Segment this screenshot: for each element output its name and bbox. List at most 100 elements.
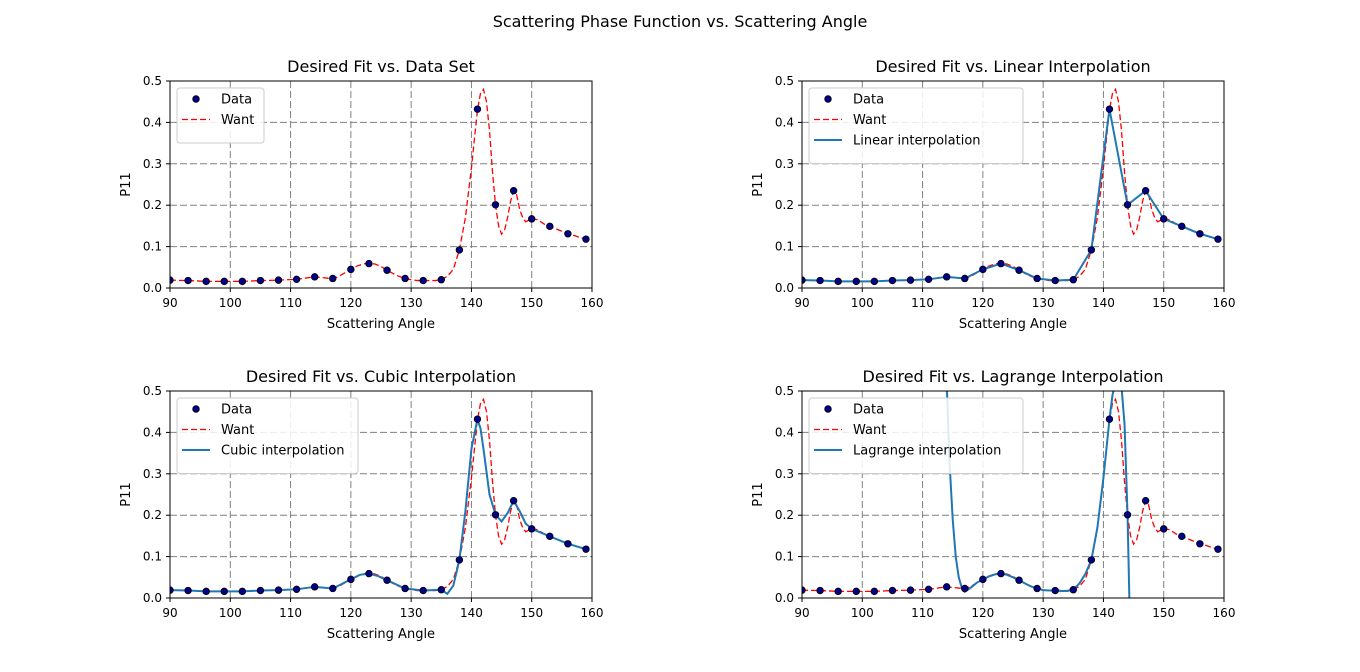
data-point [292, 275, 301, 284]
y-tick-label: 0.3 [775, 157, 794, 171]
legend: Data Want Cubic interpolation [176, 397, 359, 474]
data-point [220, 277, 228, 286]
data-point [924, 585, 933, 594]
data-point [220, 587, 228, 596]
x-tick-label: 160 [581, 296, 604, 310]
axes-frame [801, 80, 1225, 289]
data-point [564, 540, 572, 548]
x-tick-label: 110 [911, 606, 934, 620]
x-tick-label: 130 [400, 296, 423, 310]
legend-marker-data [824, 95, 832, 103]
data-point [329, 274, 337, 283]
data-point [1196, 540, 1204, 548]
data-point [1160, 525, 1168, 533]
data-point [888, 276, 897, 285]
data-point [1015, 576, 1023, 584]
data-point [365, 259, 373, 268]
y-tick-label: 0.2 [775, 508, 794, 522]
legend-label: Cubic interpolation [221, 444, 344, 459]
data-point [906, 586, 915, 594]
y-tick-label: 0.0 [775, 281, 794, 295]
x-tick-label: 90 [162, 296, 177, 310]
data-point [546, 532, 554, 541]
data-point [1123, 511, 1132, 519]
data-point [1178, 222, 1186, 231]
x-tick-label: 110 [279, 296, 302, 310]
legend-label: Data [853, 403, 884, 418]
x-axis-label: Scattering Angle [327, 317, 435, 332]
data-point [238, 587, 247, 596]
x-tick-label: 150 [520, 296, 543, 310]
x-tick-label: 130 [1032, 606, 1055, 620]
x-tick-label: 120 [339, 296, 362, 310]
data-point [491, 201, 500, 209]
data-point [329, 584, 337, 593]
legend: Data Want Linear interpolation [808, 87, 1024, 164]
data-point [1069, 586, 1077, 594]
y-tick-label: 0.5 [775, 384, 794, 398]
y-tick-label: 0.4 [143, 425, 162, 439]
data-point [979, 575, 987, 584]
data-point [942, 583, 951, 591]
x-tick-label: 140 [460, 606, 483, 620]
legend-box [808, 397, 1024, 474]
plot-area [170, 87, 590, 286]
data-point [1051, 586, 1059, 595]
legend-marker-data [824, 405, 832, 413]
data-point [1214, 545, 1222, 553]
legend-label: Want [221, 113, 254, 128]
data-point [1051, 276, 1059, 285]
y-axis-label: P11 [751, 172, 766, 196]
data-point [834, 277, 842, 286]
legend-label: Want [853, 113, 886, 128]
data-point [202, 587, 210, 596]
chart-panel-4: 90 100 110 120 130 140 150 160 0.0 0.1 0.2 0.3 0.4 0.… [751, 367, 1235, 642]
chart-panel-2: 90 100 110 120 130 140 150 160 0.0 0.1 0.2 0.3 0.4 0.… [751, 57, 1235, 332]
data-point [816, 586, 824, 595]
legend-box [176, 397, 359, 474]
data-point [564, 230, 572, 238]
data-point [1141, 497, 1150, 505]
data-point [1196, 230, 1204, 238]
data-point [184, 276, 192, 285]
data-point [834, 587, 842, 596]
y-tick-label: 0.4 [143, 115, 162, 129]
y-tick-label: 0.3 [143, 157, 162, 171]
x-tick-label: 140 [460, 296, 483, 310]
x-tick-label: 100 [851, 296, 874, 310]
x-tick-label: 90 [162, 606, 177, 620]
data-point [1087, 556, 1096, 564]
y-tick-label: 0.5 [143, 74, 162, 88]
data-point [383, 576, 391, 584]
chart-title: Desired Fit vs. Linear Interpolation [875, 57, 1150, 76]
data-point [1087, 246, 1096, 254]
y-axis-label: P11 [119, 172, 134, 196]
data-point [419, 586, 427, 595]
y-tick-label: 0.1 [143, 240, 162, 254]
data-point [184, 586, 192, 595]
legend-marker-data [192, 405, 200, 413]
chart-panel-3: 90 100 110 120 130 140 150 160 0.0 0.1 0.2 0.3 0.4 0.… [119, 367, 603, 642]
data-point [170, 276, 174, 284]
data-point [528, 215, 536, 223]
data-point [238, 277, 247, 286]
data-point [1141, 187, 1150, 195]
data-point [365, 569, 373, 578]
x-tick-label: 150 [520, 606, 543, 620]
y-tick-label: 0.5 [143, 384, 162, 398]
data-point [455, 556, 464, 564]
x-tick-label: 160 [581, 606, 604, 620]
x-tick-label: 130 [400, 606, 423, 620]
x-tick-label: 90 [794, 606, 809, 620]
y-tick-label: 0.4 [775, 115, 794, 129]
data-point [1105, 105, 1114, 113]
data-point [1015, 266, 1023, 274]
data-point [1069, 276, 1077, 284]
legend-marker-data [192, 95, 200, 103]
x-tick-label: 100 [851, 606, 874, 620]
data-point [401, 584, 409, 593]
y-tick-label: 0.3 [143, 467, 162, 481]
y-tick-label: 0.1 [775, 550, 794, 564]
data-point [852, 277, 860, 286]
